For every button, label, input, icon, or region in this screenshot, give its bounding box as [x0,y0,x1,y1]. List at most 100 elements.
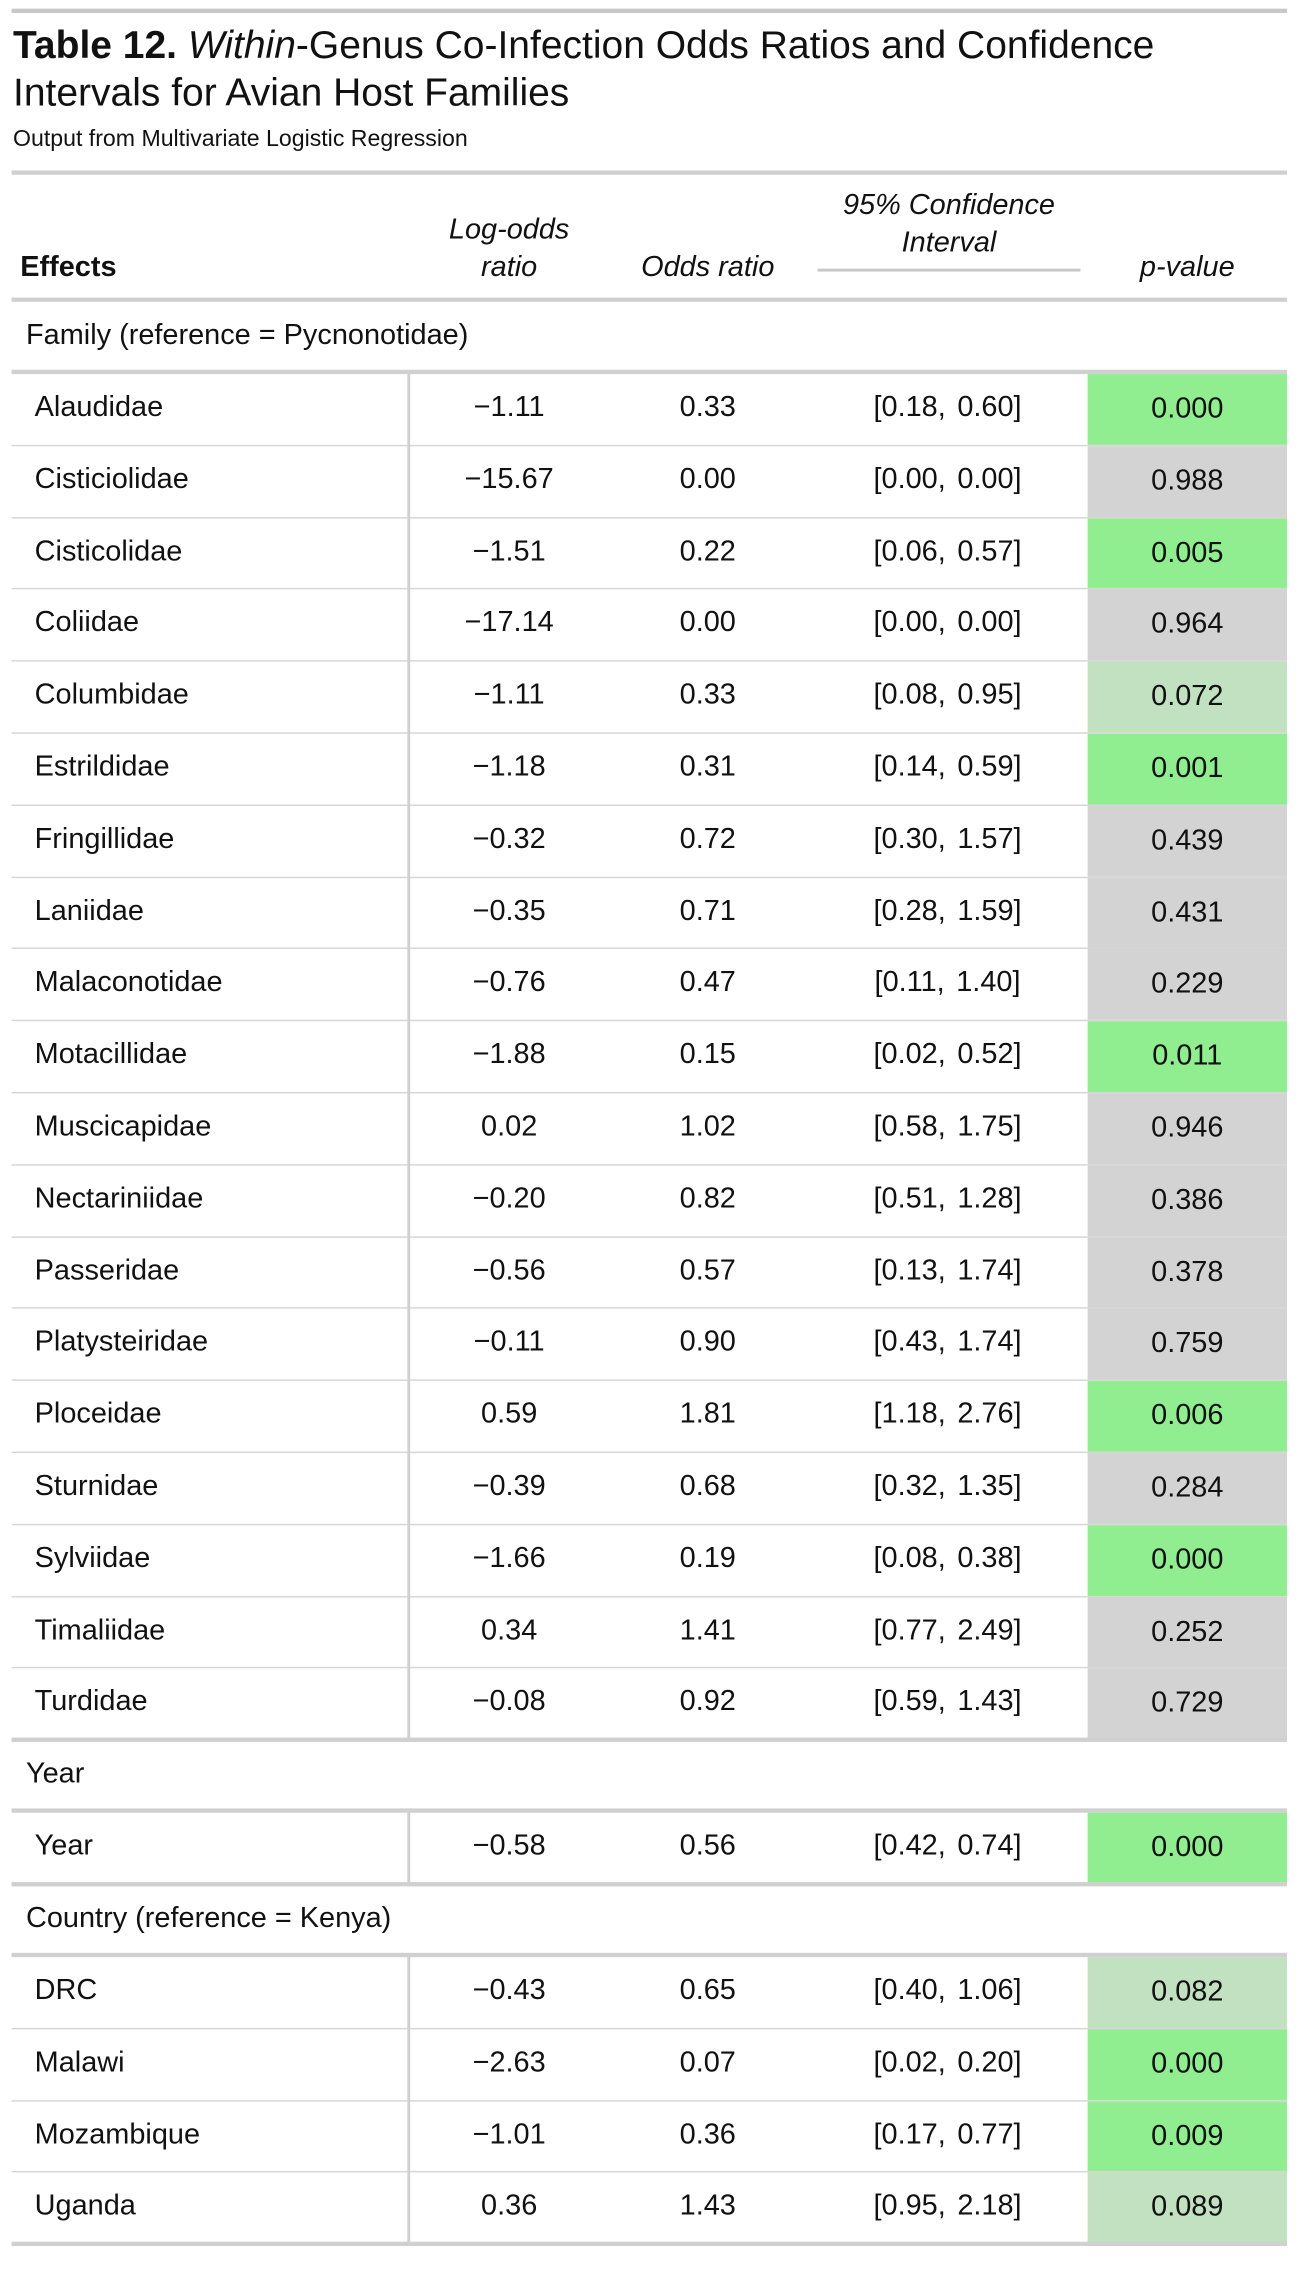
odds-ratio-cell: 0.92 [679,1686,736,1718]
ci-header-rule [817,268,1081,272]
effect-name: Sturnidae [34,1470,159,1503]
ci-low: [0.77, [873,1614,946,1647]
ci-low: [1.18, [873,1398,946,1431]
log-odds-cell: 0.59 [481,1398,538,1431]
group-separator [11,1808,1287,1813]
ci-cell: [0.00, 0.00] [816,588,1079,659]
ci-low: [0.17, [873,2118,946,2151]
ci-low: [0.95, [873,2190,946,2223]
log-odds-cell: −0.76 [472,966,546,999]
log-odds-cell: 0.34 [481,1614,538,1647]
header-top-rule [11,170,1287,175]
ci-cell: [0.00, 0.00] [816,445,1079,516]
p-value-cell: 0.082 [1087,1957,1287,2028]
row-divider [11,876,1287,878]
ci-high: 0.00] [957,463,1022,496]
ci-cell: [0.95, 2.18] [816,2171,1079,2242]
header-log-odds: Log-odds ratio [419,211,600,286]
effect-name: Turdidae [34,1686,148,1718]
row-divider [11,2099,1287,2102]
ci-high: 1.74] [957,1254,1022,1287]
ci-high: 0.57] [957,535,1022,568]
row-divider [11,1379,1287,1382]
ci-high: 0.74] [957,1830,1022,1863]
row-divider [11,2027,1287,2030]
ci-cell: [0.40, 1.06] [816,1956,1079,2027]
ci-cell: [1.18, 2.76] [816,1380,1079,1451]
row-divider [11,660,1287,662]
table-title: Table 12. Within-Genus Co-Infection Odds… [13,22,1284,117]
ci-high: 0.59] [957,751,1022,783]
odds-ratio-cell: 0.15 [679,1038,736,1071]
effect-name: Platysteiridae [34,1326,209,1359]
ci-cell: [0.28, 1.59] [816,876,1079,947]
effect-name: Nectariniidae [34,1182,204,1215]
ci-cell: [0.43, 1.74] [816,1308,1079,1379]
p-value-cell: 0.439 [1087,805,1287,877]
ci-low: [0.30, [873,823,946,855]
ci-cell: [0.08, 0.38] [816,1524,1079,1595]
ci-low: [0.02, [873,2046,946,2079]
effect-name: Malaconotidae [34,966,223,999]
log-odds-cell: −2.63 [472,2046,546,2079]
ci-low: [0.08, [873,679,946,711]
p-value-cell: 0.759 [1087,1309,1287,1380]
group-label: Family (reference = Pycnonotidae) [25,319,469,351]
group-bottom-rule [11,2241,1287,2247]
ci-low: [0.32, [873,1470,946,1503]
odds-ratio-cell: 0.56 [679,1830,736,1863]
table-subtitle: Output from Multivariate Logistic Regres… [12,127,468,152]
p-value-cell: 0.378 [1087,1237,1287,1309]
p-value-cell: 0.000 [1087,374,1287,445]
p-value-cell: 0.089 [1087,2172,1287,2244]
p-value-cell: 0.284 [1087,1453,1287,1524]
ci-cell: [0.58, 1.75] [816,1092,1079,1163]
log-odds-cell: −0.08 [472,1686,546,1718]
log-odds-cell: −1.66 [472,1542,546,1575]
log-odds-cell: −0.58 [472,1830,546,1863]
odds-ratio-cell: 0.00 [679,463,736,496]
group-separator [11,369,1287,375]
effect-name: Sylviidae [34,1542,151,1575]
ci-high: 0.77] [957,2118,1022,2151]
effect-name: Ploceidae [34,1398,162,1431]
ci-low: [0.11, [874,966,945,999]
odds-ratio-cell: 0.90 [679,1326,736,1359]
ci-low: [0.28, [873,894,946,927]
ci-high: 1.35] [957,1470,1022,1503]
odds-ratio-cell: 1.81 [679,1398,736,1431]
ci-low: [0.42, [873,1830,946,1863]
effect-name: Uganda [34,2190,136,2223]
effect-name: Year [34,1830,94,1863]
p-value-cell: 0.431 [1087,877,1287,949]
p-value-cell: 0.252 [1087,1596,1287,1668]
ci-high: 0.20] [957,2046,1022,2079]
log-odds-cell: −17.14 [464,607,554,639]
header-bottom-rule [11,297,1287,302]
p-value-cell: 0.000 [1087,2029,1287,2100]
log-odds-cell: −0.39 [472,1470,546,1503]
ci-high: 0.60] [957,391,1022,424]
ci-low: [0.18, [873,391,946,424]
row-divider [11,804,1287,806]
ci-high: 0.95] [957,679,1022,711]
log-odds-cell: −1.11 [473,679,545,711]
ci-cell: [0.13, 1.74] [816,1236,1079,1307]
p-value-cell: 0.011 [1087,1021,1287,1093]
ci-low: [0.51, [873,1182,946,1215]
p-value-cell: 0.729 [1087,1668,1287,1740]
row-divider [11,1163,1287,1166]
column-divider [407,372,411,1740]
ci-low: [0.43, [873,1326,946,1359]
ci-cell: [0.02, 0.20] [816,2028,1079,2099]
row-divider [11,1307,1287,1310]
row-divider [11,1020,1287,1022]
ci-low: [0.58, [873,1110,946,1143]
effect-name: Columbidae [34,679,189,711]
title-italic-word: Within [187,23,296,67]
log-odds-cell: −1.18 [472,751,546,783]
effect-name: DRC [34,1974,98,2007]
row-divider [11,732,1287,734]
odds-ratio-cell: 0.68 [679,1470,736,1503]
odds-ratio-cell: 0.07 [679,2046,736,2079]
